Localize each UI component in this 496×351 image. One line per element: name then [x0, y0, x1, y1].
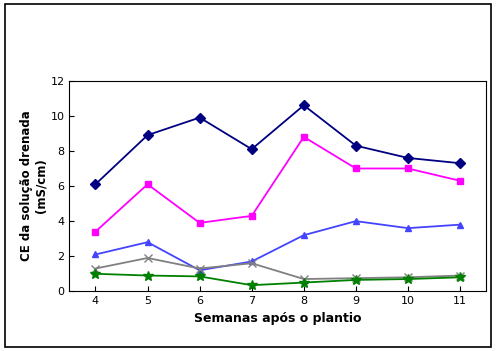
Line: C4 (1/3000): C4 (1/3000) — [91, 254, 464, 283]
Line: C3 (1/2000): C3 (1/2000) — [92, 218, 464, 274]
Line: C1 (1/500): C1 (1/500) — [92, 102, 464, 188]
C5 (1/4000) — [145, 273, 151, 278]
C5 (1/4000) — [197, 274, 203, 279]
C2 (1/1000) — [145, 182, 151, 186]
C3 (1/2000) — [92, 252, 98, 257]
C2 (1/1000) — [301, 135, 307, 139]
C2 (1/1000) — [457, 179, 463, 183]
C3 (1/2000) — [457, 223, 463, 227]
C5 (1/4000) — [405, 277, 411, 281]
C3 (1/2000) — [405, 226, 411, 230]
C1 (1/500) — [145, 133, 151, 137]
C5 (1/4000) — [301, 280, 307, 285]
C4 (1/3000) — [457, 273, 463, 278]
C5 (1/4000) — [353, 278, 359, 282]
C4 (1/3000) — [92, 266, 98, 271]
C4 (1/3000) — [301, 277, 307, 281]
C3 (1/2000) — [301, 233, 307, 237]
C4 (1/3000) — [197, 266, 203, 271]
Y-axis label: CE da solução drenada
(mS/cm): CE da solução drenada (mS/cm) — [20, 111, 48, 261]
C4 (1/3000) — [145, 256, 151, 260]
C2 (1/1000) — [405, 166, 411, 171]
C5 (1/4000) — [457, 275, 463, 279]
C2 (1/1000) — [92, 230, 98, 234]
C1 (1/500) — [353, 144, 359, 148]
C2 (1/1000) — [249, 214, 255, 218]
X-axis label: Semanas após o plantio: Semanas após o plantio — [194, 312, 362, 325]
C4 (1/3000) — [405, 275, 411, 279]
C4 (1/3000) — [249, 261, 255, 265]
C2 (1/1000) — [197, 221, 203, 225]
C1 (1/500) — [197, 115, 203, 120]
Line: C2 (1/1000): C2 (1/1000) — [92, 133, 464, 235]
C1 (1/500) — [92, 182, 98, 186]
C1 (1/500) — [405, 156, 411, 160]
C3 (1/2000) — [353, 219, 359, 223]
C4 (1/3000) — [353, 276, 359, 280]
C3 (1/2000) — [249, 259, 255, 264]
C3 (1/2000) — [145, 240, 151, 244]
C2 (1/1000) — [353, 166, 359, 171]
C1 (1/500) — [249, 147, 255, 151]
C1 (1/500) — [301, 103, 307, 107]
C1 (1/500) — [457, 161, 463, 165]
Line: C5 (1/4000): C5 (1/4000) — [91, 269, 465, 290]
C5 (1/4000) — [92, 272, 98, 276]
C5 (1/4000) — [249, 283, 255, 287]
C3 (1/2000) — [197, 268, 203, 272]
